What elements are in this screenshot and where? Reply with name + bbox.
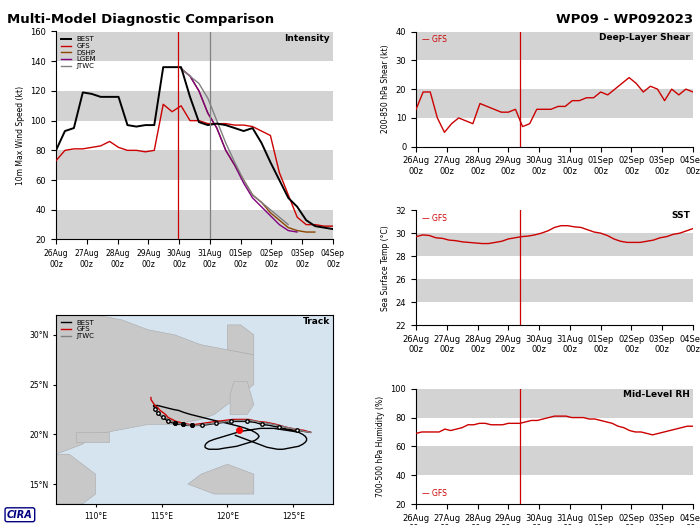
Text: Multi-Model Diagnostic Comparison: Multi-Model Diagnostic Comparison <box>7 13 274 26</box>
Bar <box>56 150 333 180</box>
Bar <box>416 279 693 302</box>
Polygon shape <box>201 514 228 525</box>
Y-axis label: 700-500 hPa Humidity (%): 700-500 hPa Humidity (%) <box>376 396 385 497</box>
Text: — GFS: — GFS <box>421 489 447 498</box>
Polygon shape <box>228 325 254 355</box>
Polygon shape <box>56 454 96 504</box>
Legend: BEST, GFS, DSHP, LGEM, JTWC: BEST, GFS, DSHP, LGEM, JTWC <box>60 35 98 70</box>
Bar <box>416 32 693 60</box>
FancyBboxPatch shape <box>56 315 333 504</box>
Bar <box>56 210 333 239</box>
Polygon shape <box>230 382 254 414</box>
Text: Deep-Layer Shear: Deep-Layer Shear <box>599 33 690 41</box>
Y-axis label: Sea Surface Temp (°C): Sea Surface Temp (°C) <box>381 225 390 311</box>
Y-axis label: 200-850 hPa Shear (kt): 200-850 hPa Shear (kt) <box>381 45 390 133</box>
Bar <box>416 89 693 118</box>
Polygon shape <box>76 433 108 442</box>
Text: — GFS: — GFS <box>421 214 447 223</box>
Bar <box>56 32 333 61</box>
Bar <box>416 388 693 417</box>
Polygon shape <box>56 315 254 454</box>
Text: — GFS: — GFS <box>421 35 447 44</box>
Bar <box>56 91 333 121</box>
Text: SST: SST <box>671 211 690 220</box>
Legend: BEST, GFS, JTWC: BEST, GFS, JTWC <box>60 318 96 341</box>
Text: CIRA: CIRA <box>7 510 33 520</box>
Polygon shape <box>188 464 254 494</box>
Text: Mid-Level RH: Mid-Level RH <box>624 390 690 399</box>
Text: Track: Track <box>303 317 330 326</box>
Text: WP09 - WP092023: WP09 - WP092023 <box>556 13 693 26</box>
Text: Intensity: Intensity <box>285 34 330 43</box>
Y-axis label: 10m Max Wind Speed (kt): 10m Max Wind Speed (kt) <box>16 86 25 185</box>
Bar <box>416 233 693 256</box>
Bar <box>416 446 693 475</box>
